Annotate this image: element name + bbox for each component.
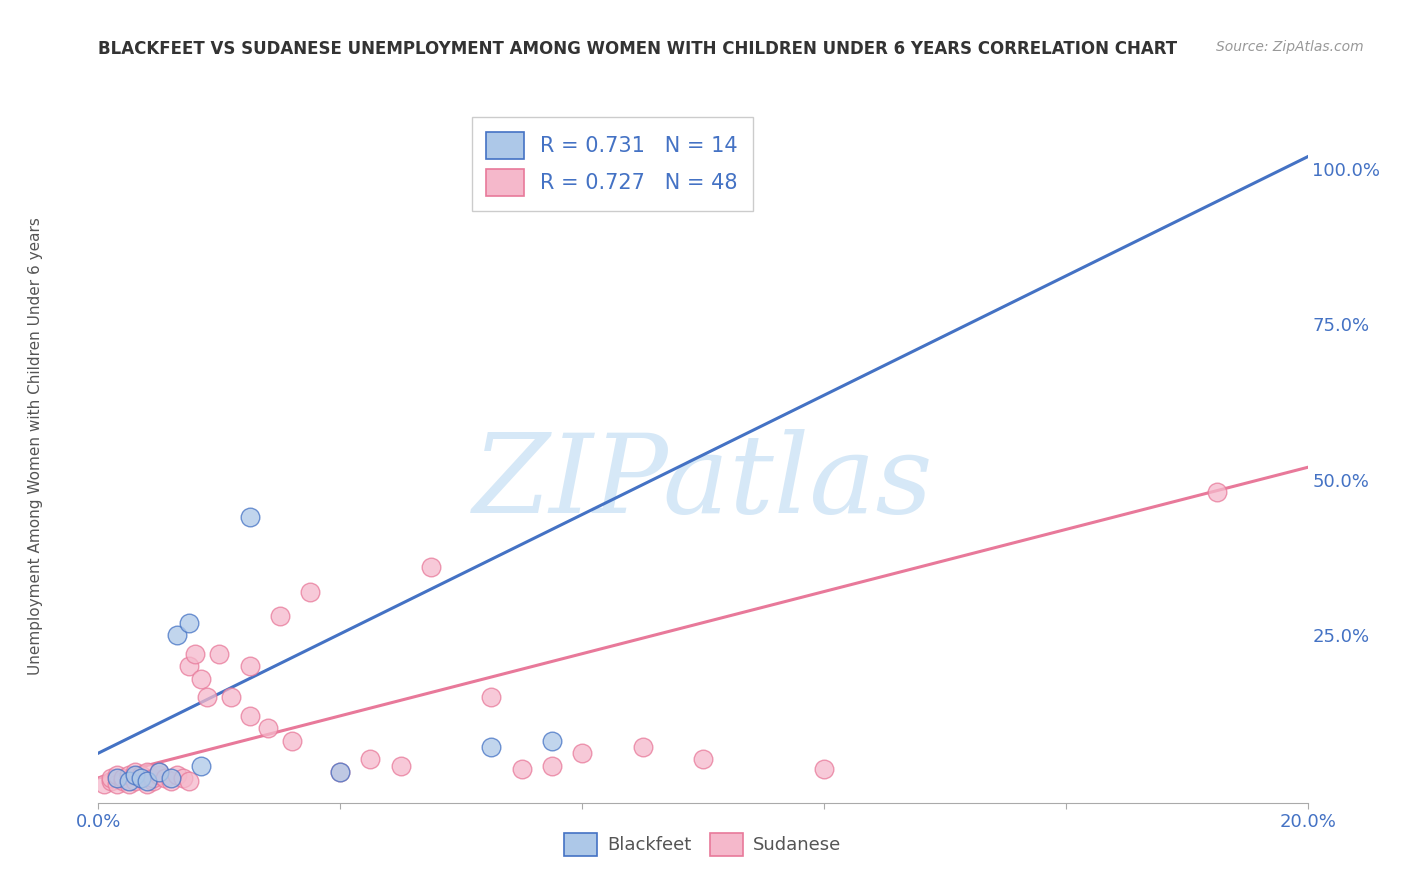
Point <box>129 771 152 785</box>
Point <box>179 774 201 789</box>
Point <box>184 647 207 661</box>
Point <box>100 771 122 785</box>
Point <box>166 628 188 642</box>
Point <box>105 777 128 791</box>
Point <box>692 752 714 766</box>
Point <box>148 768 170 782</box>
Point <box>190 758 212 772</box>
Point <box>329 764 352 779</box>
Point <box>124 764 146 779</box>
Point <box>269 609 291 624</box>
Point <box>190 672 212 686</box>
Text: ZIPatlas: ZIPatlas <box>472 429 934 536</box>
Point <box>118 777 141 791</box>
Point <box>129 768 152 782</box>
Point <box>100 774 122 789</box>
Point <box>179 659 201 673</box>
Point <box>389 758 412 772</box>
Point <box>179 615 201 630</box>
Point <box>195 690 218 705</box>
Point <box>118 774 141 789</box>
Point <box>111 774 134 789</box>
Point <box>299 584 322 599</box>
Text: Source: ZipAtlas.com: Source: ZipAtlas.com <box>1216 40 1364 54</box>
Point <box>153 771 176 785</box>
Point <box>329 764 352 779</box>
Point <box>360 752 382 766</box>
Point <box>239 510 262 524</box>
Point <box>118 768 141 782</box>
Point <box>135 774 157 789</box>
Point <box>111 771 134 785</box>
Point <box>481 739 503 754</box>
Point <box>813 762 835 776</box>
Point <box>540 733 562 747</box>
Point <box>142 771 165 785</box>
Point <box>481 690 503 705</box>
Point <box>135 777 157 791</box>
Point <box>1206 485 1229 500</box>
Point <box>142 774 165 789</box>
Point <box>172 771 194 785</box>
Point <box>105 768 128 782</box>
Point <box>160 774 183 789</box>
Point <box>148 764 170 779</box>
Point <box>124 768 146 782</box>
Point <box>208 647 231 661</box>
Point <box>571 746 593 760</box>
Text: Unemployment Among Women with Children Under 6 years: Unemployment Among Women with Children U… <box>28 217 42 675</box>
Point <box>135 764 157 779</box>
Point <box>420 559 443 574</box>
Point <box>105 771 128 785</box>
Point <box>148 764 170 779</box>
Point <box>256 721 278 735</box>
Point <box>166 768 188 782</box>
Text: BLACKFEET VS SUDANESE UNEMPLOYMENT AMONG WOMEN WITH CHILDREN UNDER 6 YEARS CORRE: BLACKFEET VS SUDANESE UNEMPLOYMENT AMONG… <box>98 40 1178 58</box>
Point <box>239 659 262 673</box>
Point <box>160 771 183 785</box>
Point <box>124 774 146 789</box>
Legend: Blackfeet, Sudanese: Blackfeet, Sudanese <box>557 826 849 863</box>
Point <box>221 690 243 705</box>
Point <box>281 733 304 747</box>
Point <box>540 758 562 772</box>
Point <box>129 771 152 785</box>
Point <box>631 739 654 754</box>
Point <box>93 777 115 791</box>
Point <box>239 708 262 723</box>
Point <box>510 762 533 776</box>
